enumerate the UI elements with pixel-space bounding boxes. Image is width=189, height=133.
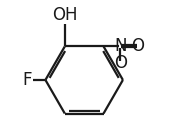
Text: F: F (22, 71, 32, 89)
Text: O: O (131, 37, 144, 55)
Text: OH: OH (52, 6, 77, 24)
Text: O: O (114, 54, 127, 72)
Text: N: N (114, 37, 127, 55)
